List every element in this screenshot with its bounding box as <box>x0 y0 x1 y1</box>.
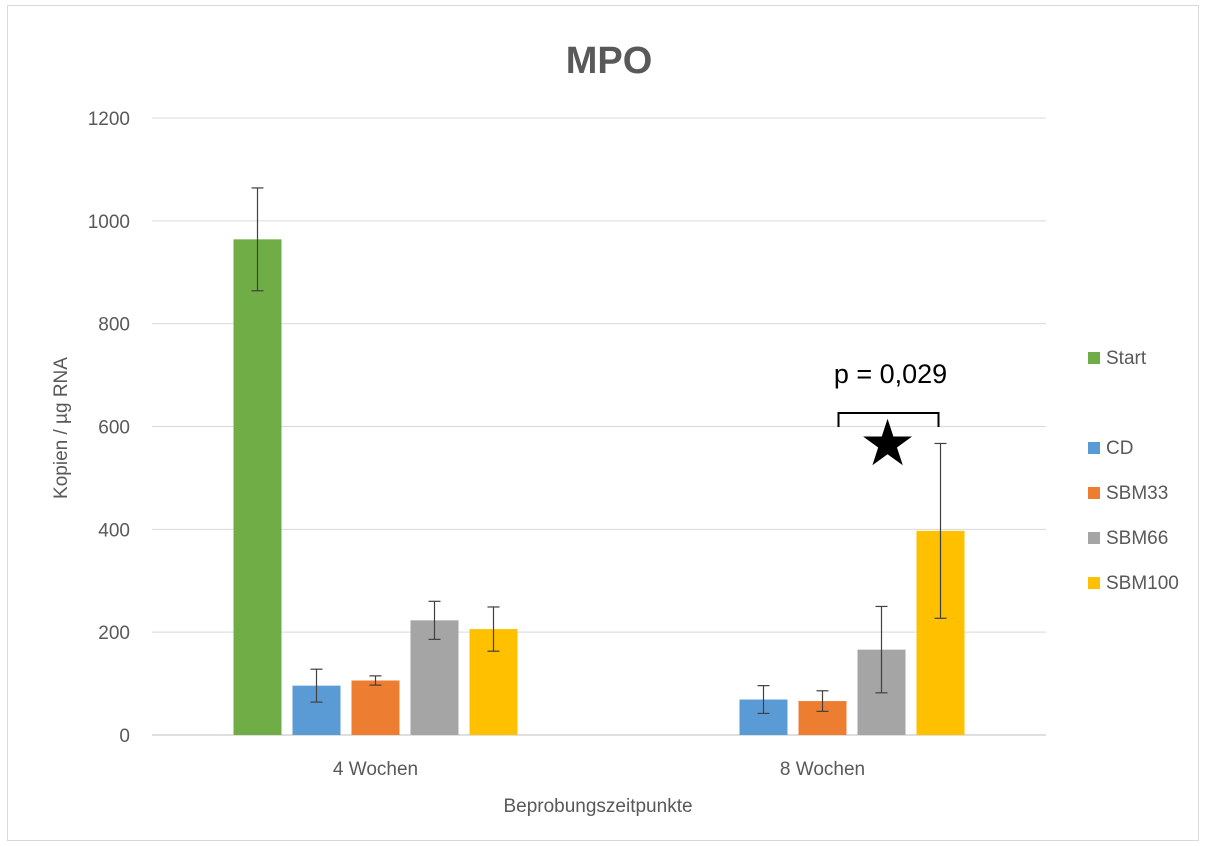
error-bar-sbm66-1 <box>428 600 441 640</box>
error-bar-start-1 <box>251 187 264 292</box>
legend-item-start: Start <box>1088 348 1147 369</box>
legend-label: SBM100 <box>1106 573 1179 594</box>
y-tick-label: 400 <box>98 520 130 541</box>
error-bars <box>251 187 947 715</box>
error-bar-sbm33-2 <box>816 690 829 712</box>
y-tick-label: 600 <box>98 418 130 439</box>
legend-swatch <box>1088 577 1100 589</box>
legend-swatch <box>1088 442 1100 454</box>
legend-label: CD <box>1106 438 1133 459</box>
bar-sbm33-1 <box>351 680 400 735</box>
error-bar-sbm33-1 <box>369 675 382 686</box>
x-tick-label: 8 Wochen <box>780 759 865 780</box>
legend-label: SBM33 <box>1106 483 1168 504</box>
bar-start-1 <box>233 239 282 736</box>
tick-labels: 0 200 400 600 800 1000 1200 4 Wochen 8 Wochen <box>88 109 865 780</box>
error-bar-sbm100-2 <box>934 442 947 619</box>
y-axis-label: Kopien / µg RNA <box>51 357 72 499</box>
p-value-label: p = 0,029 <box>834 359 947 389</box>
y-tick-label: 1000 <box>88 212 130 233</box>
legend: Start CD SBM33 SBM66 SBM100 <box>1088 348 1179 594</box>
error-bar-cd-2 <box>757 685 770 715</box>
bars <box>233 239 965 736</box>
legend-swatch <box>1088 487 1100 499</box>
error-bar-sbm66-2 <box>875 605 888 694</box>
significance-star-icon: ★ <box>859 407 916 479</box>
x-tick-label: 4 Wochen <box>333 759 418 780</box>
chart-frame <box>7 5 1199 841</box>
legend-item-sbm100: SBM100 <box>1088 573 1179 594</box>
y-tick-label: 1200 <box>88 109 130 130</box>
error-bar-sbm100-1 <box>487 606 500 652</box>
legend-swatch <box>1088 352 1100 364</box>
significance-annotation: p = 0,029 ★ <box>834 359 947 479</box>
y-tick-label: 200 <box>98 623 130 644</box>
legend-label: Start <box>1106 348 1147 369</box>
y-tick-label: 0 <box>119 726 130 747</box>
legend-item-sbm66: SBM66 <box>1088 528 1168 549</box>
legend-label: SBM66 <box>1106 528 1168 549</box>
legend-item-cd: CD <box>1088 438 1133 459</box>
error-bar-cd-1 <box>310 668 323 703</box>
chart-title: MPO <box>566 40 653 82</box>
legend-item-sbm33: SBM33 <box>1088 483 1168 504</box>
x-axis-label: Beprobungszeitpunkte <box>503 796 692 817</box>
y-tick-label: 800 <box>98 315 130 336</box>
significance-bracket <box>837 412 940 427</box>
legend-swatch <box>1088 532 1100 544</box>
